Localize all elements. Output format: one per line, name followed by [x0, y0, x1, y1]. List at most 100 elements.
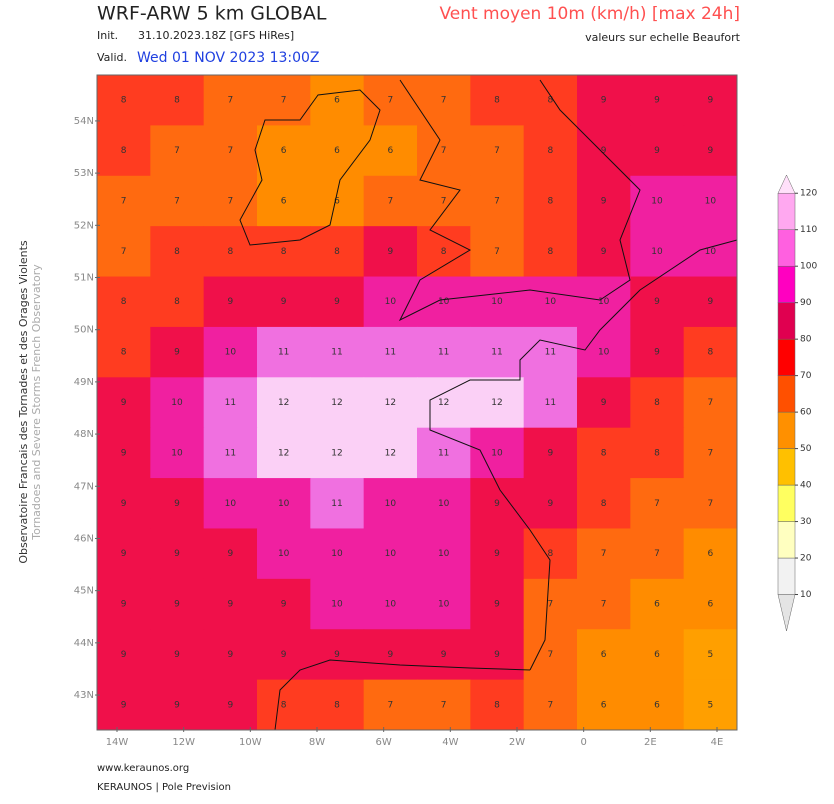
beaufort-value: 10: [385, 297, 397, 307]
beaufort-value: 12: [278, 448, 289, 458]
wind-cell: [630, 629, 685, 681]
wind-cell: [150, 75, 205, 126]
lat-label: 52N: [74, 220, 94, 231]
wind-cell: [683, 679, 738, 731]
lon-label: 2W: [509, 737, 525, 748]
beaufort-value: 9: [601, 247, 607, 257]
wind-cell: [630, 326, 685, 378]
wind-cell: [470, 629, 525, 681]
beaufort-value: 9: [227, 297, 233, 307]
wind-cell: [310, 226, 365, 278]
colorbar-label: 90: [800, 298, 812, 308]
wind-cell: [417, 175, 471, 227]
wind-cell: [470, 578, 525, 630]
beaufort-value: 9: [334, 650, 340, 660]
beaufort-value: 6: [707, 549, 713, 559]
wind-cell: [150, 629, 205, 681]
wind-cell: [257, 679, 311, 731]
beaufort-value: 12: [331, 448, 342, 458]
lon-label: 2E: [644, 737, 657, 748]
init-label: Init.: [97, 29, 118, 42]
beaufort-value: 11: [385, 348, 396, 358]
lat-label: 53N: [74, 168, 94, 179]
wind-cell: [97, 326, 151, 378]
wind-cell: [577, 679, 631, 731]
wind-cell: [150, 377, 205, 429]
beaufort-value: 11: [438, 448, 449, 458]
wind-cell: [150, 578, 205, 630]
colorbar-label: 100: [800, 262, 817, 272]
wind-cell: [683, 276, 738, 328]
wind-cell: [683, 427, 738, 479]
valid: Wed 01 NOV 2023 13:00Z: [137, 50, 320, 66]
beaufort-value: 9: [494, 650, 500, 660]
wind-cell: [683, 578, 738, 630]
wind-cell: [97, 578, 151, 630]
wind-cell: [630, 75, 685, 126]
beaufort-value: 8: [121, 348, 127, 358]
beaufort-value: 7: [547, 650, 553, 660]
variable: Vent moyen 10m (km/h) [max 24h]: [439, 4, 740, 24]
lon-label: 4E: [711, 737, 724, 748]
wind-cell: [630, 528, 685, 580]
wind-cell: [97, 75, 151, 126]
footer-url: www.keraunos.org: [97, 763, 189, 774]
wind-cell: [97, 478, 151, 529]
beaufort-value: 8: [601, 448, 607, 458]
beaufort-value: 9: [227, 650, 233, 660]
wind-cell: [203, 125, 258, 177]
beaufort-value: 10: [438, 600, 450, 610]
beaufort-value: 8: [281, 247, 287, 257]
wind-cell: [523, 478, 578, 529]
beaufort-value: 7: [707, 448, 713, 458]
beaufort-value: 7: [547, 700, 553, 710]
beaufort-value: 7: [121, 247, 127, 257]
wind-cell: [683, 75, 738, 126]
colorbar-label: 80: [800, 335, 812, 345]
wind-cell: [630, 679, 685, 731]
beaufort-value: 8: [547, 247, 553, 257]
lat-label: 54N: [74, 116, 94, 127]
ireland: [239, 89, 381, 246]
wind-cell: [203, 326, 258, 378]
beaufort-value: 9: [121, 549, 127, 559]
wind-cell: [310, 125, 365, 177]
beaufort-value: 8: [654, 398, 660, 408]
beaufort-value: 10: [491, 297, 503, 307]
wind-cell: [150, 326, 205, 378]
wind-cell: [203, 175, 258, 227]
wind-cell: [683, 226, 738, 278]
side-text: Tornadoes and Severe Storms French Obser…: [30, 264, 43, 541]
wind-cell: [470, 528, 525, 580]
beaufort-value: 8: [654, 448, 660, 458]
wind-cell: [417, 75, 471, 126]
wind-cell: [577, 377, 631, 429]
wind-cell: [417, 326, 471, 378]
beaufort-value: 8: [334, 700, 340, 710]
wind-cell: [257, 528, 311, 580]
wind-cell: [97, 377, 151, 429]
lat-label: 48N: [74, 429, 94, 440]
colorbar-segment: [777, 338, 796, 376]
wind-cell: [577, 427, 631, 479]
wind-cell: [203, 276, 258, 328]
colorbar-label: 60: [800, 408, 812, 418]
beaufort-value: 11: [331, 499, 342, 509]
wind-cell: [150, 125, 205, 177]
wind-cell: [310, 377, 365, 429]
beaufort-value: 9: [334, 297, 340, 307]
lat-label: 46N: [74, 533, 94, 544]
wind-cell: [203, 226, 258, 278]
beaufort-value: 9: [707, 96, 713, 106]
wind-cell: [470, 75, 525, 126]
wind-cell: [683, 125, 738, 177]
beaufort-value: 10: [385, 549, 397, 559]
wind-cell: [257, 478, 311, 529]
lon-label: 10W: [239, 737, 262, 748]
beaufort-value: 9: [494, 549, 500, 559]
valid-label: Valid.: [97, 51, 127, 64]
beaufort-value: 9: [174, 700, 180, 710]
beaufort-value: 9: [281, 600, 287, 610]
wind-cell: [683, 478, 738, 529]
